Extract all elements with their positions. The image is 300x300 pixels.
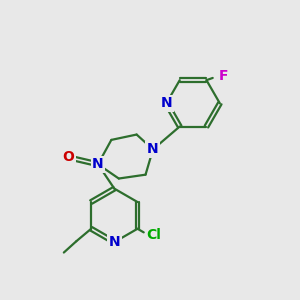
Text: F: F xyxy=(219,69,228,83)
Text: O: O xyxy=(62,150,74,164)
Text: N: N xyxy=(109,235,120,249)
Text: Cl: Cl xyxy=(147,228,162,242)
Text: N: N xyxy=(92,157,104,171)
Text: N: N xyxy=(160,96,172,110)
Text: N: N xyxy=(147,142,159,156)
